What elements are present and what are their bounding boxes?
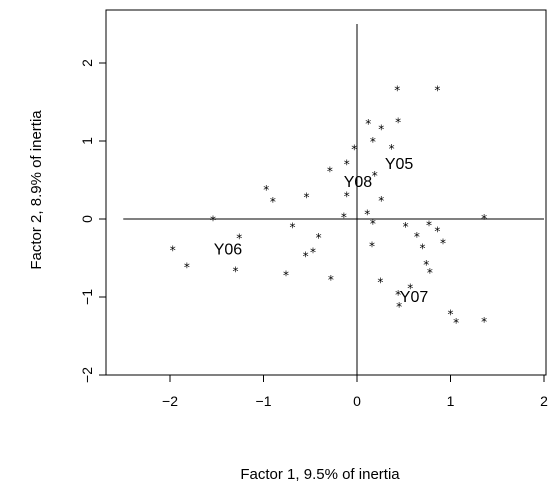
data-point: *	[369, 239, 375, 253]
data-point: *	[394, 83, 400, 97]
data-point: *	[389, 142, 395, 156]
data-point: *	[327, 165, 333, 179]
data-point: *	[270, 195, 276, 209]
data-point: *	[448, 307, 454, 321]
data-point: *	[481, 212, 487, 226]
data-point: *	[407, 282, 413, 296]
data-point: *	[378, 194, 384, 208]
y-axis-title: Factor 2, 8.9% of inertia	[28, 110, 45, 270]
data-point: *	[365, 117, 371, 131]
data-point: *	[453, 316, 459, 330]
x-tick-label: −1	[256, 393, 272, 409]
data-point: *	[481, 315, 487, 329]
data-point: *	[184, 260, 190, 274]
data-point: *	[396, 300, 402, 314]
data-point: *	[372, 169, 378, 183]
data-point: *	[423, 258, 429, 272]
data-point: *	[378, 122, 384, 136]
data-point: *	[414, 230, 420, 244]
data-point: *	[434, 225, 440, 239]
data-point: *	[236, 232, 242, 246]
data-points: *********** *****************************…	[170, 83, 487, 329]
y-tick-label: −2	[79, 367, 95, 383]
data-point: *	[310, 246, 316, 260]
x-axis: −2 −1 0 1 2	[162, 375, 548, 409]
x-tick-label: 2	[540, 393, 548, 409]
plot-frame	[105, 9, 547, 376]
data-point: *	[344, 158, 350, 172]
y-axis: −2 −1 0 1 2	[79, 59, 106, 383]
point-label: Y06	[214, 242, 243, 259]
data-point: *	[341, 211, 347, 225]
x-tick-label: 1	[447, 393, 455, 409]
data-point: *	[419, 242, 425, 256]
y-tick-label: 0	[79, 215, 95, 223]
point-label: Y07	[400, 289, 429, 306]
data-point: *	[370, 217, 376, 231]
data-point: *	[395, 115, 401, 129]
data-point: *	[232, 264, 238, 278]
y-tick-label: 1	[79, 137, 95, 145]
data-point: *	[283, 268, 289, 282]
data-point: *	[304, 190, 310, 204]
data-point: *	[289, 221, 295, 235]
data-point: *	[403, 220, 409, 234]
data-point: *	[303, 250, 309, 264]
data-point: *	[426, 218, 432, 232]
data-point: *	[344, 189, 350, 203]
data-point: *	[434, 83, 440, 97]
data-point: *	[351, 143, 357, 157]
data-point: *	[210, 214, 216, 228]
point-label: Y05	[385, 156, 414, 173]
point-labels: Y05 Y08 Y06 Y07	[214, 156, 429, 306]
data-point: *	[377, 275, 383, 289]
reference-lines	[123, 24, 544, 375]
data-point: *	[427, 266, 433, 280]
data-point: *	[440, 236, 446, 250]
point-label: Y08	[344, 174, 373, 191]
x-tick-label: 0	[353, 393, 361, 409]
y-tick-label: −1	[79, 289, 95, 305]
data-point: *	[370, 135, 376, 149]
data-point: *	[364, 207, 370, 221]
x-tick-label: −2	[162, 393, 178, 409]
data-point: *	[263, 183, 269, 197]
y-tick-label: 2	[79, 59, 95, 67]
data-point: *	[395, 288, 401, 302]
data-point: *	[328, 273, 334, 287]
x-axis-title: Factor 1, 9.5% of inertia	[240, 466, 400, 483]
data-point: *	[170, 243, 176, 257]
data-point: *	[316, 231, 322, 245]
